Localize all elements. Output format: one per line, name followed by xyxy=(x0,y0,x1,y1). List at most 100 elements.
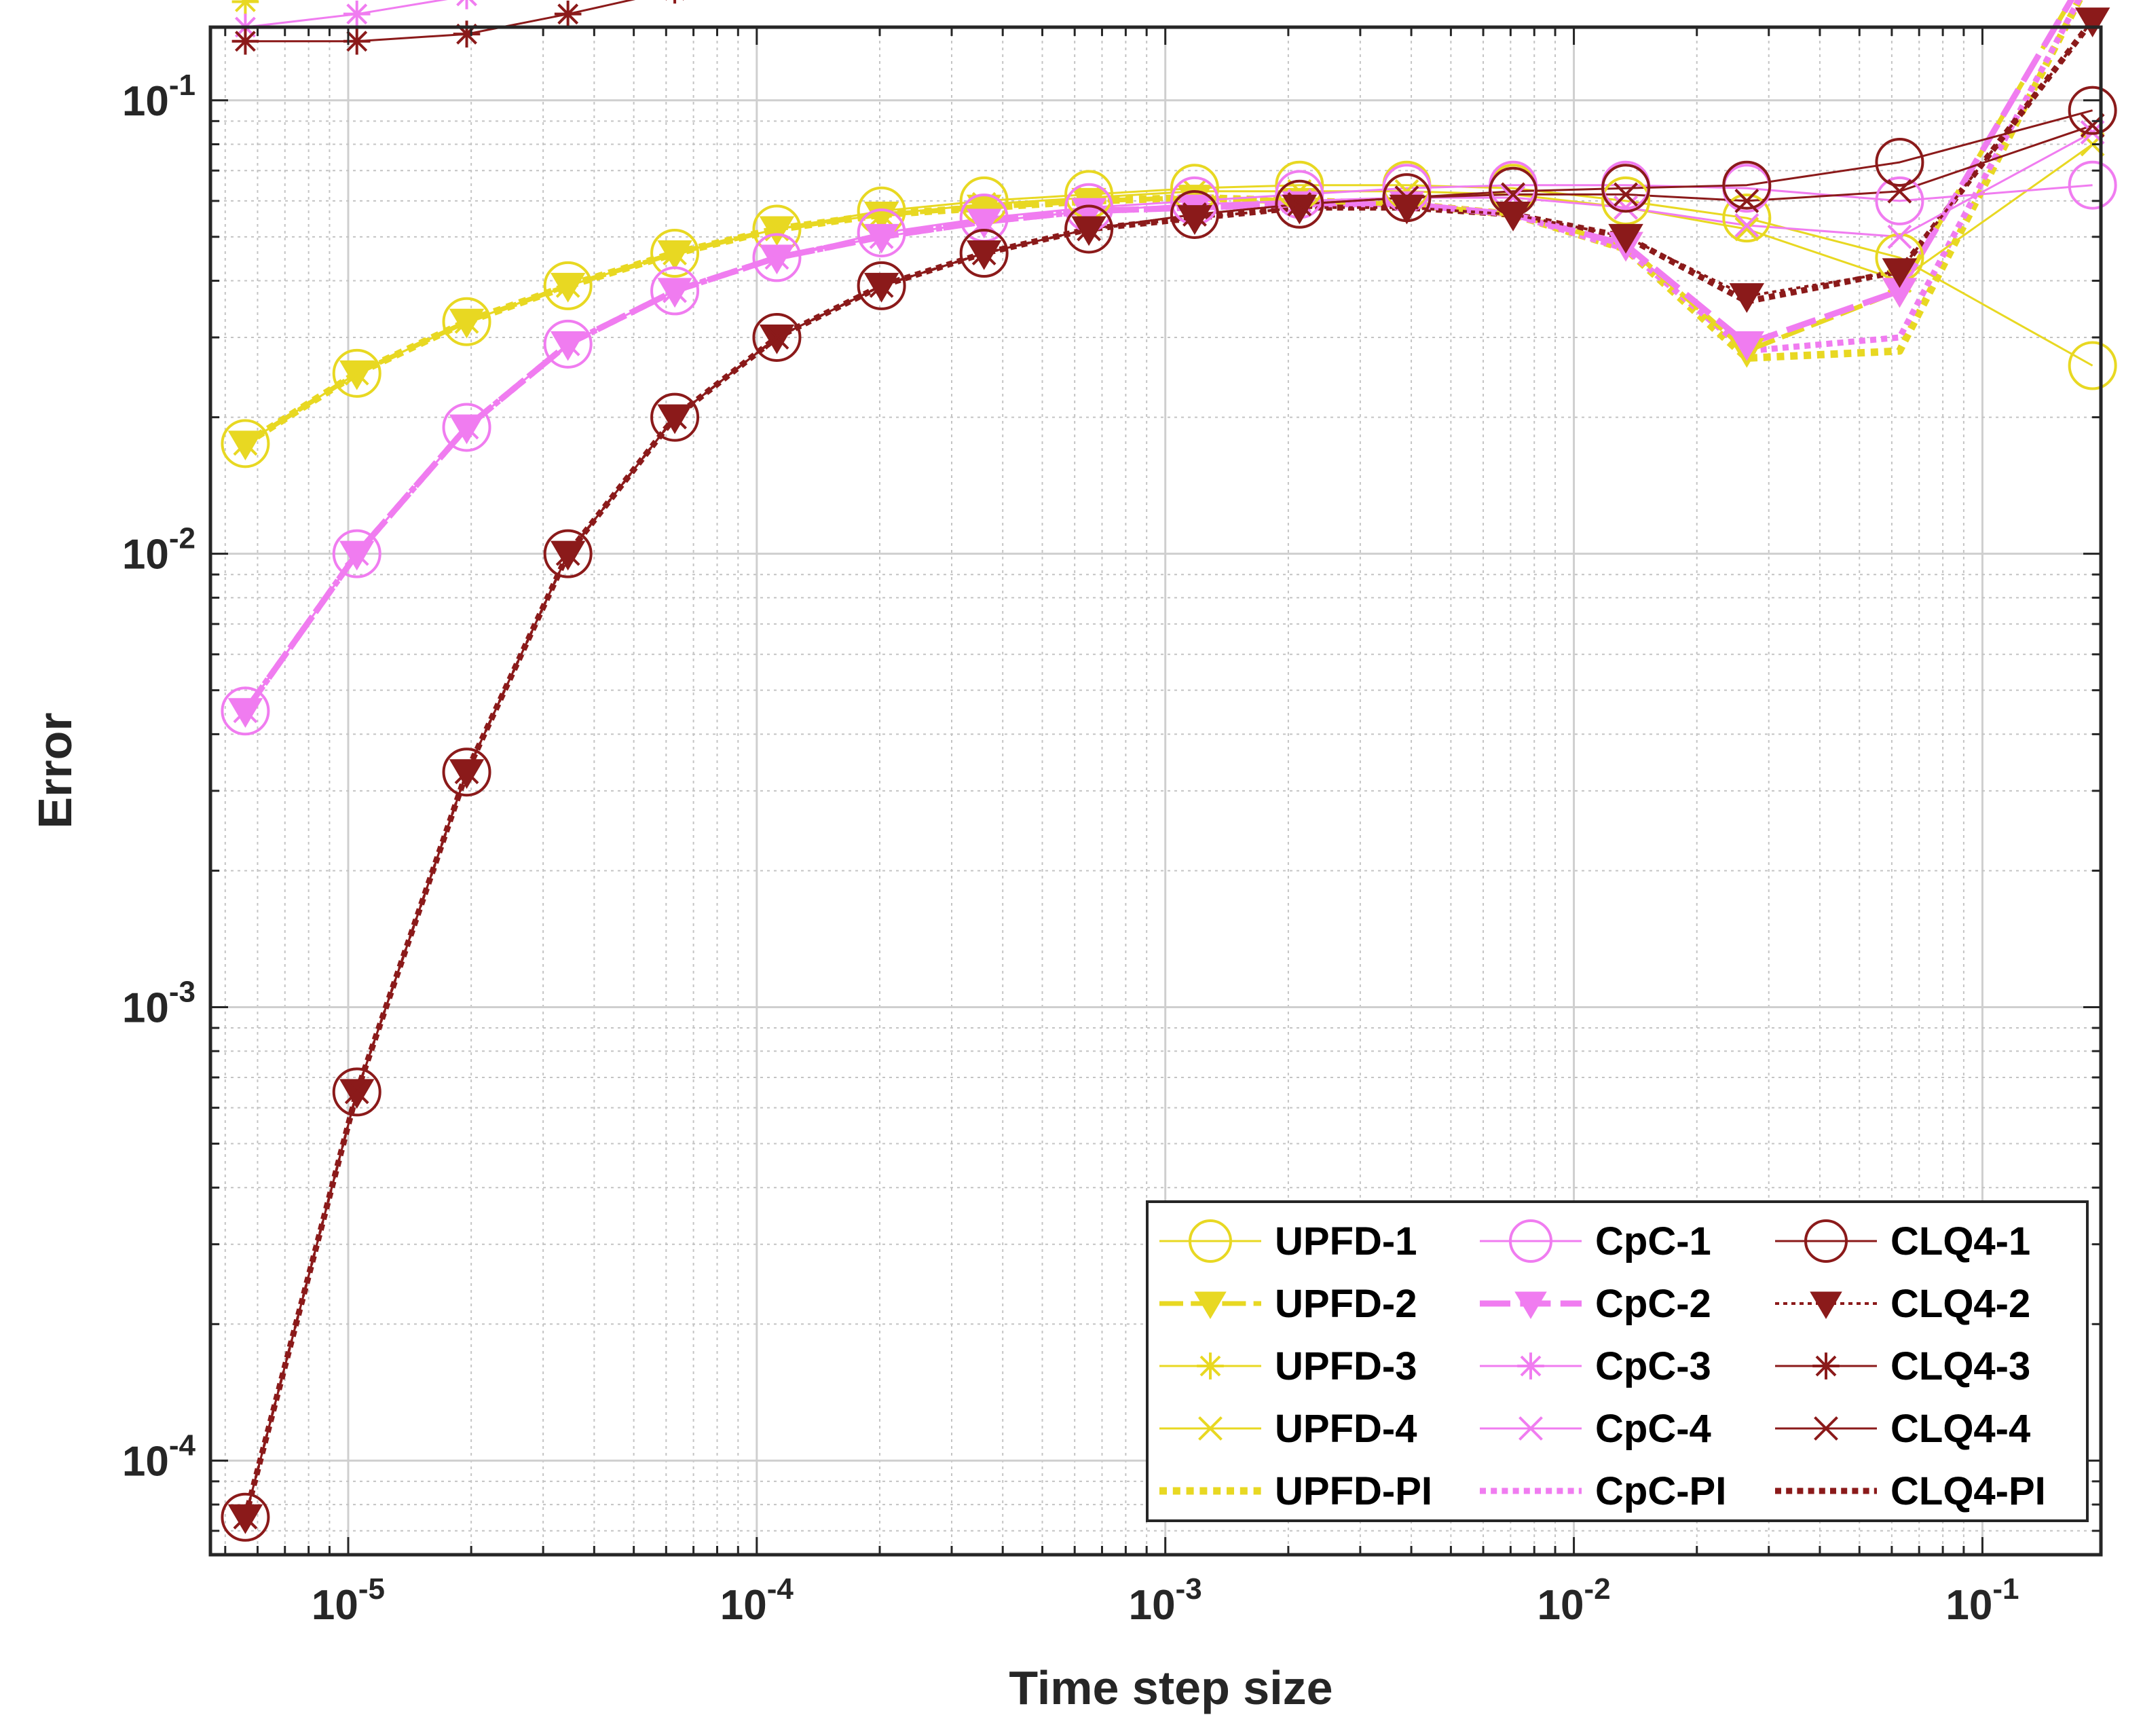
x-stroke xyxy=(663,278,687,303)
data-point-clq4-4 xyxy=(1394,185,1419,210)
asterisk-stroke xyxy=(557,3,579,25)
y-tick-label: 10-2 xyxy=(122,522,195,578)
legend-label: CpC-1 xyxy=(1595,1219,1711,1263)
asterisk-stroke xyxy=(235,0,249,12)
legend-entry-upfd-1: UPFD-1 xyxy=(1159,1219,1417,1263)
data-point-upfd-4 xyxy=(454,309,479,334)
x-stroke xyxy=(1887,224,1912,249)
x-tick-label: 10-4 xyxy=(720,1572,794,1629)
x-stroke xyxy=(344,1079,369,1105)
legend-label: UPFD-2 xyxy=(1275,1282,1417,1326)
data-point-upfd-3 xyxy=(231,0,259,16)
x-stroke xyxy=(1518,1416,1543,1441)
data-point-upfd-1 xyxy=(221,419,270,468)
x-stroke xyxy=(1734,189,1759,213)
legend-label: UPFD-1 xyxy=(1275,1219,1417,1263)
data-point-clq4-2 xyxy=(1389,194,1425,225)
data-point-upfd-1 xyxy=(543,261,593,310)
x-stroke xyxy=(971,241,996,265)
legend-marker xyxy=(1509,1219,1552,1263)
data-point-cpc-1 xyxy=(221,686,270,736)
data-point-cpc-4 xyxy=(1887,224,1912,249)
data-point-cpc-2 xyxy=(1729,331,1765,361)
y-tick-label: 10-4 xyxy=(122,1428,196,1485)
x-stroke xyxy=(1734,217,1759,242)
data-point-upfd-4 xyxy=(344,361,369,386)
y-axis-label: Error xyxy=(29,712,81,828)
data-point-cpc-4 xyxy=(233,699,258,724)
legend-entry-clq4-3: CLQ4-3 xyxy=(1775,1344,2030,1388)
legend-marker xyxy=(1197,1352,1224,1380)
data-point-clq4-4 xyxy=(454,760,479,785)
data-point-cpc-1 xyxy=(332,529,381,578)
legend-entry-cpc-pi: CpC-PI xyxy=(1480,1469,1726,1513)
data-point-clq4-1 xyxy=(1064,204,1114,254)
data-point-clq4-2 xyxy=(1729,283,1765,313)
legend-label: CpC-PI xyxy=(1595,1469,1726,1513)
x-tick-label: 10-2 xyxy=(1538,1572,1611,1629)
legend-label: UPFD-PI xyxy=(1275,1469,1432,1513)
x-tick-label: 10-1 xyxy=(1945,1572,2019,1629)
x-stroke xyxy=(971,209,996,234)
x-tick-label: 10-3 xyxy=(1129,1572,1202,1629)
legend-entry-upfd-4: UPFD-4 xyxy=(1159,1407,1417,1451)
data-point-clq4-4 xyxy=(1501,182,1525,207)
x-stroke xyxy=(454,309,479,334)
data-point-clq4-1 xyxy=(442,747,491,797)
series-markers-clq4-4 xyxy=(233,113,2105,1530)
data-point-clq4-2 xyxy=(2074,7,2110,37)
x-axis-label: Time step size xyxy=(1009,1661,1333,1714)
asterisk-stroke xyxy=(456,0,465,7)
legend-marker xyxy=(1189,1219,1232,1263)
data-point-upfd-4 xyxy=(233,431,258,456)
data-point-clq4-4 xyxy=(555,541,580,566)
data-point-cpc-4 xyxy=(1734,213,1759,238)
data-point-clq4-4 xyxy=(233,1504,258,1530)
data-point-clq4-3 xyxy=(554,0,582,28)
data-point-clq4-4 xyxy=(764,325,789,350)
data-point-clq4-4 xyxy=(344,1079,369,1105)
data-point-clq4-4 xyxy=(1077,217,1102,242)
asterisk-stroke xyxy=(346,3,368,25)
y-tick-label: 10-3 xyxy=(122,975,195,1031)
x-stroke xyxy=(344,541,369,566)
legend-entry-upfd-3: UPFD-3 xyxy=(1159,1344,1417,1388)
legend-label: UPFD-3 xyxy=(1275,1344,1417,1388)
x-stroke xyxy=(1734,213,1759,238)
x-stroke xyxy=(233,431,258,456)
data-point-clq4-4 xyxy=(971,241,996,265)
x-stroke xyxy=(869,202,894,227)
legend-marker xyxy=(1814,1416,1838,1441)
x-stroke xyxy=(1501,182,1525,207)
data-point-cpc-4 xyxy=(971,209,996,234)
data-point-clq4-4 xyxy=(1614,182,1638,207)
data-point-clq4-1 xyxy=(221,1492,270,1542)
x-stroke xyxy=(869,273,894,298)
data-point-clq4-1 xyxy=(1722,160,1772,210)
legend-entry-clq4-4: CLQ4-4 xyxy=(1775,1407,2030,1451)
y-tick-label: 10-1 xyxy=(122,69,195,125)
data-point-cpc-1 xyxy=(1875,176,1924,225)
asterisk-stroke xyxy=(1815,1355,1837,1377)
legend-entry-clq4-1: CLQ4-1 xyxy=(1775,1219,2030,1263)
data-point-cpc-4 xyxy=(663,278,687,303)
legend-entry-cpc-4: CpC-4 xyxy=(1480,1407,1711,1451)
data-point-clq4-1 xyxy=(650,392,700,442)
data-point-cpc-1 xyxy=(857,208,906,258)
data-point-upfd-1 xyxy=(650,229,700,278)
x-stroke xyxy=(1198,1416,1223,1441)
x-tick-label: 10-5 xyxy=(312,1572,385,1629)
data-point-clq4-1 xyxy=(1170,189,1219,239)
legend-label: CpC-3 xyxy=(1595,1344,1711,1388)
x-stroke xyxy=(1182,202,1207,227)
series-line-clq4-3 xyxy=(245,0,636,43)
x-tick-labels: 10-5 10-4 10-3 10-2 10-1 xyxy=(312,1572,2019,1629)
legend-marker xyxy=(1810,1291,1842,1319)
asterisk-stroke xyxy=(1199,1355,1221,1377)
data-point-cpc-1 xyxy=(752,233,802,282)
legend-label: CLQ4-1 xyxy=(1890,1219,2030,1263)
legend-label: CLQ4-PI xyxy=(1890,1469,2046,1513)
data-point-clq4-1 xyxy=(959,229,1009,278)
axes xyxy=(208,25,2103,1557)
data-point-clq4-1 xyxy=(543,529,593,578)
